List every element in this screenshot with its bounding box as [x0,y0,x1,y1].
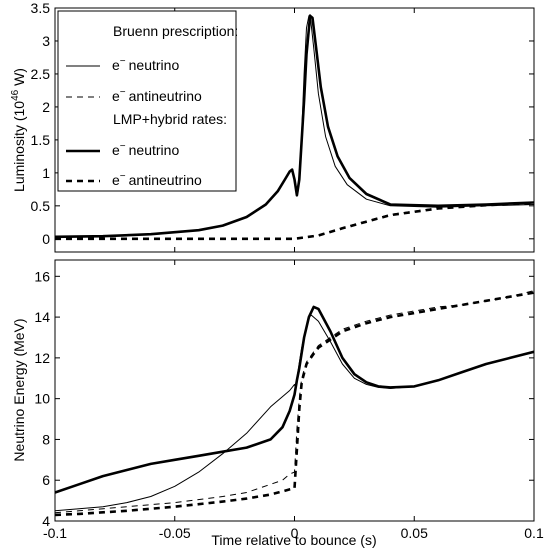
energy-axis-ticks: 4 6 8 10 12 14 16 -0.1 -0.05 0 0.05 0.1 [34,260,544,541]
y-tick-label: 1 [42,165,50,181]
energy-y-axis-label: Neutrino Energy (MeV) [11,318,27,461]
x-tick-label: 0.1 [524,525,544,541]
x-tick-label: -0.1 [43,525,67,541]
y-tick-label: 1.5 [31,132,51,148]
y-tick-label: 12 [34,350,50,366]
series-line-thick-solid [55,14,534,239]
series-line-thick-dashed [55,291,534,517]
series-line-thick-solid [55,305,534,494]
energy-series [55,290,534,517]
y-tick-label: 2.5 [31,66,51,82]
luminosity-panel: 0 0.5 1 1.5 2 2.5 3 3.5 Luminosity (1046 W) Bru… [10,0,535,253]
y-tick-label: 0 [42,231,50,247]
legend-entry-bruenn-antineutrino: e− antineutrino [112,87,202,104]
y-tick-label: 0.5 [31,198,51,214]
series-line-thick-dashed [55,201,534,241]
series-line-thin-dashed [55,290,534,514]
y-tick-label: 10 [34,391,50,407]
legend-group-bruenn-title: Bruenn prescription: [113,23,238,39]
legend-box [57,10,237,192]
luminosity-series [55,14,534,241]
y-tick-label: 3.5 [31,0,51,16]
legend: Bruenn prescription: e− neutrino e− antine… [57,10,238,192]
x-axis-label: Time relative to bounce (s) [211,532,376,548]
y-tick-label: 6 [42,472,50,488]
luminosity-y-axis-label: Luminosity (1046 W) [10,68,27,192]
y-tick-label: 4 [42,513,50,529]
x-tick-label: 0.05 [401,525,428,541]
y-tick-label: 16 [34,268,50,284]
y-tick-label: 2 [42,99,50,115]
x-tick-label: -0.05 [159,525,191,541]
legend-entry-lmp-antineutrino: e− antineutrino [112,171,202,188]
energy-panel: 4 6 8 10 12 14 16 -0.1 -0.05 0 0.05 0.1 Neutrino En… [11,259,544,548]
legend-entry-bruenn-neutrino: e− neutrino [112,56,179,73]
y-tick-label: 8 [42,431,50,447]
x-tick-label: 0 [291,525,299,541]
y-tick-label: 14 [34,309,50,325]
legend-group-lmp-title: LMP+hybrid rates: [113,111,227,127]
y-tick-label: 3 [42,33,50,49]
legend-entry-lmp-neutrino: e− neutrino [112,141,179,158]
